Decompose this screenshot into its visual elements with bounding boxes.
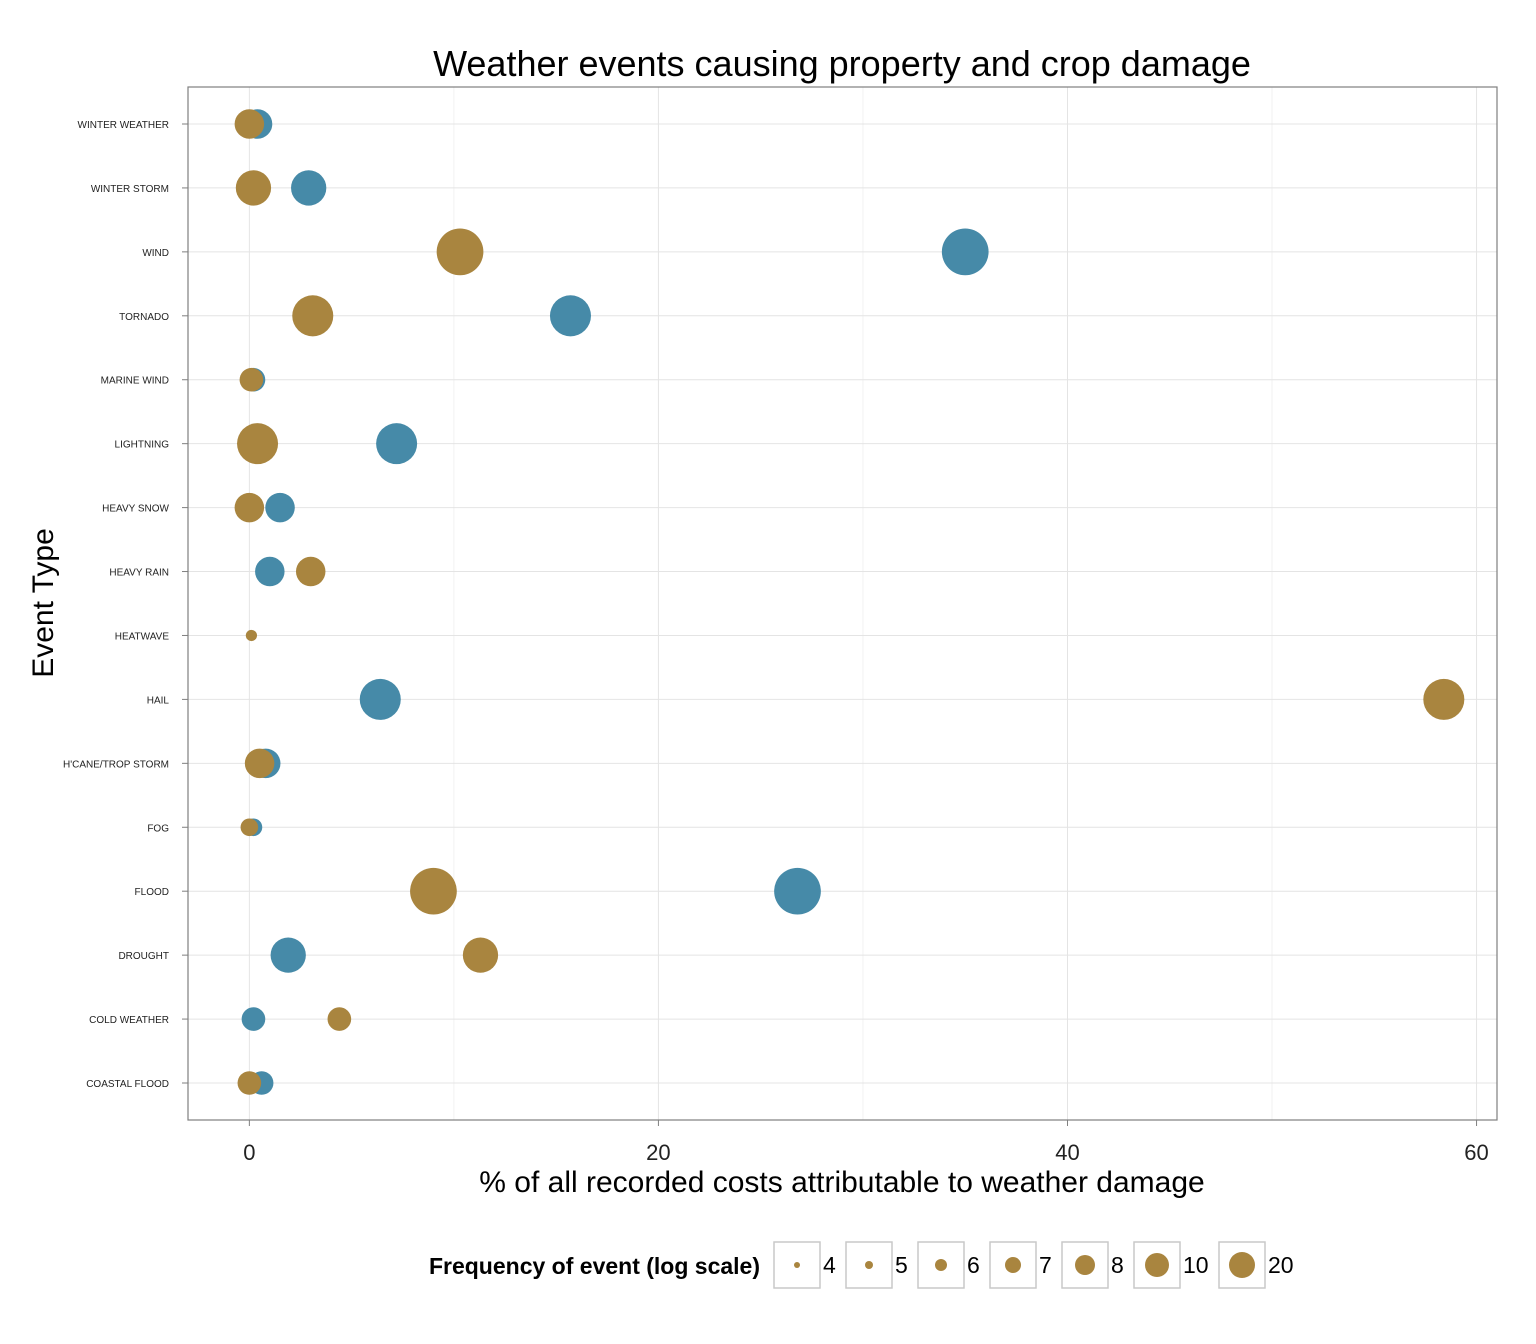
legend-key-point <box>935 1259 947 1271</box>
y-tick-label: HEAVY SNOW <box>102 504 169 515</box>
data-point <box>549 295 591 337</box>
legend-label: 6 <box>967 1252 980 1278</box>
legend-title: Frequency of event (log scale) <box>429 1253 760 1279</box>
y-tick-label: MARINE WIND <box>101 376 169 387</box>
panel-border <box>187 86 1498 1121</box>
data-point <box>235 170 272 206</box>
legend-key-point <box>794 1262 800 1268</box>
legend-key-point <box>1145 1253 1169 1277</box>
x-tick-label: 40 <box>1055 1140 1079 1165</box>
legend-label: 20 <box>1268 1252 1294 1278</box>
y-tick-label: FLOOD <box>135 887 169 898</box>
legend-key <box>1061 1241 1109 1289</box>
y-tick-label: HEATWAVE <box>115 631 170 642</box>
data-point <box>462 937 499 973</box>
data-point <box>265 492 295 523</box>
data-point <box>244 748 275 779</box>
legend-label: 8 <box>1111 1252 1124 1278</box>
data-point <box>239 367 264 392</box>
data-point <box>292 295 334 337</box>
data-point <box>359 678 401 720</box>
y-tick-label: LIGHTNING <box>115 440 170 451</box>
data-point <box>255 556 285 587</box>
data-point <box>410 867 457 915</box>
y-tick-label: DROUGHT <box>118 951 169 962</box>
y-axis-ticks: COASTAL FLOOD COLD WEATHER DROUGHT FLOOD FOG… <box>63 120 188 1090</box>
data-point <box>295 556 326 587</box>
y-tick-label: H'CANE/TROP STORM <box>63 759 169 770</box>
y-tick-label: WINTER WEATHER <box>78 120 169 131</box>
y-axis-title: Event Type <box>27 528 60 678</box>
legend-label: 4 <box>823 1252 836 1278</box>
data-point <box>234 109 265 139</box>
data-point <box>245 629 258 642</box>
data-point <box>774 867 821 915</box>
data-point <box>240 818 259 837</box>
y-tick-label: HAIL <box>147 695 170 706</box>
y-tick-label: FOG <box>147 823 169 834</box>
legend-label: 10 <box>1183 1252 1209 1278</box>
x-tick-label: 0 <box>243 1140 255 1165</box>
legend-label: 5 <box>895 1252 908 1278</box>
data-point <box>941 228 989 276</box>
data-point <box>234 492 265 523</box>
plot-panel <box>187 86 1498 1121</box>
data-point <box>291 170 327 206</box>
data-point <box>237 1071 262 1095</box>
grid-lines <box>188 87 1497 1120</box>
data-point <box>436 228 484 276</box>
data-point <box>327 1007 352 1031</box>
legend-key-point <box>865 1261 873 1269</box>
data-points <box>234 109 1465 1095</box>
y-tick-label: WINTER STORM <box>91 184 169 195</box>
x-tick-label: 20 <box>646 1140 670 1165</box>
y-tick-label: COASTAL FLOOD <box>86 1079 169 1090</box>
data-point <box>237 423 279 465</box>
legend-key-point <box>1229 1252 1255 1278</box>
y-tick-label: HEAVY RAIN <box>109 568 169 579</box>
legend-key-point <box>1075 1255 1095 1275</box>
x-axis-ticks: 0 20 40 60 <box>243 1120 1489 1165</box>
x-tick-label: 60 <box>1464 1140 1488 1165</box>
data-point <box>376 423 418 465</box>
legend-key <box>845 1241 893 1289</box>
x-axis-title: % of all recorded costs attributable to … <box>479 1166 1204 1199</box>
y-tick-label: TORNADO <box>119 312 169 323</box>
y-tick-label: WIND <box>142 248 169 259</box>
data-point <box>241 1007 266 1031</box>
data-point <box>1423 678 1465 720</box>
legend-label: 7 <box>1039 1252 1052 1278</box>
data-point <box>270 937 306 973</box>
legend-key-point <box>1005 1257 1021 1273</box>
y-tick-label: COLD WEATHER <box>89 1015 169 1026</box>
panel-background <box>188 87 1497 1120</box>
size-legend: Frequency of event (log scale) 4 5 6 7 8 10 20 <box>429 1241 1294 1289</box>
chart-title: Weather events causing property and crop… <box>433 43 1251 84</box>
